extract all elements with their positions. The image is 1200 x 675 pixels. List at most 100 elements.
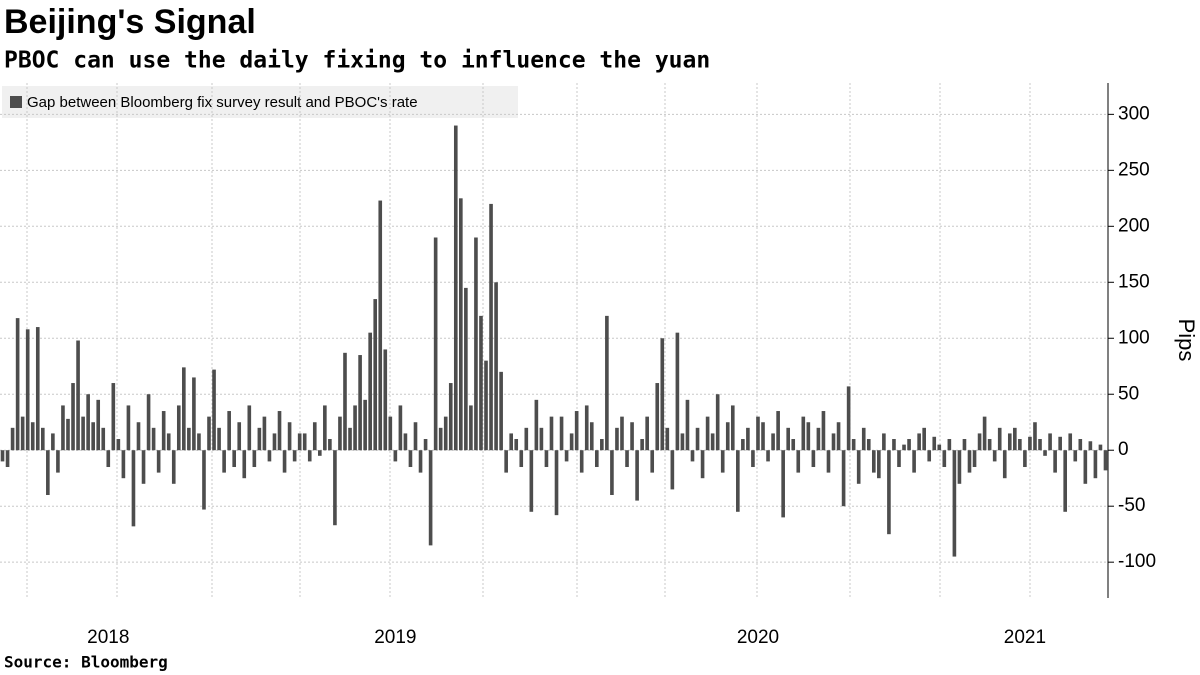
bar <box>887 450 891 535</box>
bar <box>368 332 372 451</box>
bar <box>544 450 549 468</box>
bar <box>1073 450 1078 462</box>
bar <box>1048 433 1052 451</box>
bar <box>317 450 322 456</box>
bar <box>514 439 519 451</box>
bar <box>771 433 775 451</box>
bar <box>846 386 851 451</box>
bar <box>96 399 101 451</box>
bar <box>584 405 589 451</box>
bar <box>947 439 952 451</box>
bar <box>464 287 468 451</box>
y-tick-label: 150 <box>1118 271 1150 292</box>
bar <box>46 450 50 495</box>
bar <box>519 450 524 468</box>
bar <box>383 349 388 451</box>
legend-swatch <box>10 96 22 108</box>
bar <box>927 450 932 462</box>
bar <box>574 411 579 451</box>
bar <box>962 439 967 451</box>
bar <box>715 394 720 451</box>
bar <box>746 427 750 451</box>
bar <box>86 394 90 451</box>
bar <box>922 427 926 451</box>
bar <box>51 433 55 451</box>
bar <box>343 352 347 451</box>
bar <box>182 367 186 451</box>
y-tick-label: -100 <box>1118 551 1156 572</box>
bar <box>202 450 206 510</box>
bar <box>655 383 660 451</box>
bar <box>967 450 972 473</box>
bar <box>1058 436 1062 451</box>
bar <box>1038 439 1042 451</box>
bar <box>811 450 816 468</box>
bar <box>826 450 831 473</box>
bar <box>549 416 554 451</box>
bar <box>529 450 534 512</box>
bar <box>660 338 665 451</box>
bar <box>333 450 337 526</box>
bar <box>151 427 156 451</box>
bar <box>358 355 362 451</box>
bar <box>494 282 498 451</box>
bar <box>171 450 176 484</box>
bar <box>610 450 614 495</box>
bar <box>725 422 730 451</box>
bar <box>262 416 267 451</box>
y-tick-label: 300 <box>1118 103 1150 124</box>
bar <box>252 450 257 468</box>
bar <box>1083 450 1088 484</box>
bar <box>328 439 332 451</box>
bar <box>443 416 448 451</box>
bar <box>720 450 725 473</box>
bar <box>237 422 242 451</box>
bar <box>821 411 826 451</box>
bar <box>312 422 317 451</box>
y-tick-label: -50 <box>1118 495 1145 516</box>
bar <box>524 427 529 451</box>
bar <box>700 450 705 479</box>
bar <box>187 427 191 451</box>
bar <box>877 450 881 479</box>
bar <box>257 427 262 451</box>
bar <box>776 411 780 451</box>
source: Source: Bloomberg <box>4 653 168 672</box>
bar <box>1023 450 1027 468</box>
chart-title: Beijing's Signal <box>4 3 256 41</box>
x-tick-label: 2020 <box>737 627 779 648</box>
bar <box>1068 433 1073 451</box>
bar <box>1093 450 1098 479</box>
bar <box>197 433 201 451</box>
bar <box>534 399 539 451</box>
bar <box>977 433 982 451</box>
bar <box>363 399 367 451</box>
bar <box>680 433 685 451</box>
bar <box>423 439 428 451</box>
bar <box>66 418 70 451</box>
bar <box>650 450 655 473</box>
bar <box>116 439 121 451</box>
bar <box>232 450 237 468</box>
bar <box>751 450 755 468</box>
y-tick-label: 0 <box>1118 439 1129 460</box>
bar <box>736 450 740 512</box>
bar <box>992 450 997 462</box>
bar <box>600 439 604 451</box>
y-axis-label: Pips <box>1174 319 1199 362</box>
bar <box>438 427 443 451</box>
bar <box>675 332 680 451</box>
bar <box>207 416 211 451</box>
bar <box>418 450 423 473</box>
bar <box>489 203 493 451</box>
y-tick-label: 250 <box>1118 159 1150 180</box>
y-tick-label: 200 <box>1118 215 1150 236</box>
bar <box>287 422 292 451</box>
bar <box>836 422 841 451</box>
bar <box>917 433 921 451</box>
bar <box>690 450 695 462</box>
bar <box>559 416 564 451</box>
x-tick-label: 2019 <box>374 627 416 648</box>
bar <box>282 450 287 473</box>
